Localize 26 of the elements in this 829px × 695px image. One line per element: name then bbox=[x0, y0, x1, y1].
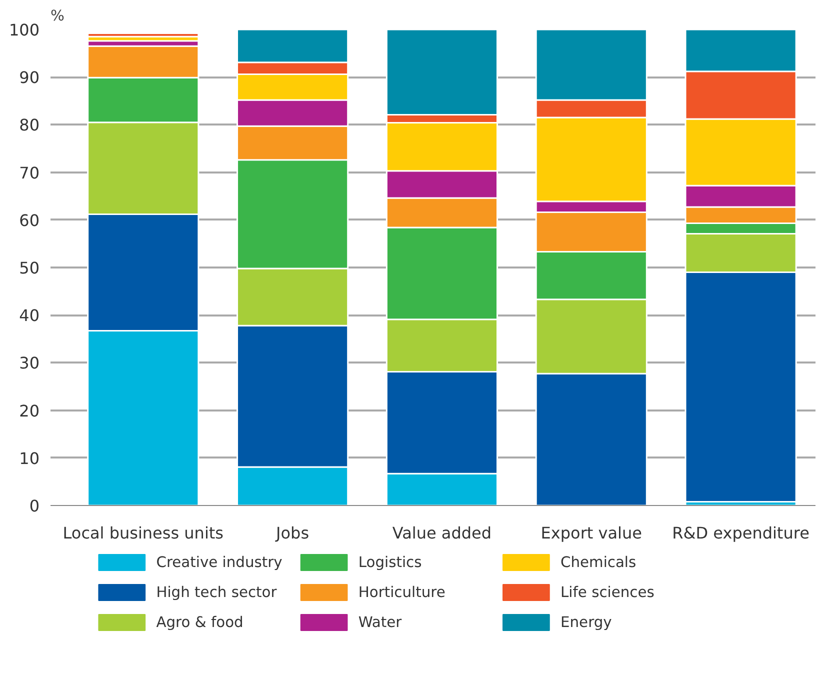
x-tick-label: R&D expenditure bbox=[672, 524, 810, 542]
legend-label: Horticulture bbox=[358, 584, 446, 601]
y-tick-label: 20 bbox=[19, 401, 40, 420]
y-tick-label: 30 bbox=[19, 354, 40, 373]
legend-label: Water bbox=[358, 614, 403, 631]
y-tick-label: 70 bbox=[19, 163, 40, 182]
legend-label: Agro & food bbox=[156, 614, 244, 631]
y-axis-title: % bbox=[50, 8, 64, 24]
legend-label: High tech sector bbox=[156, 584, 278, 601]
y-tick-label: 40 bbox=[19, 306, 40, 326]
x-tick-label: Local business units bbox=[62, 524, 224, 542]
y-tick-label: 90 bbox=[19, 68, 40, 88]
y-tick-label: 0 bbox=[29, 496, 40, 516]
legend-label: Chemicals bbox=[560, 554, 636, 571]
legend-label: Logistics bbox=[358, 554, 422, 571]
y-tick-label: 80 bbox=[19, 116, 40, 135]
y-tick-label: 10 bbox=[19, 448, 40, 468]
x-tick-label: Value added bbox=[392, 524, 492, 542]
legend-label: Energy bbox=[560, 614, 612, 631]
x-tick-label: Jobs bbox=[275, 524, 310, 542]
y-tick-label: 100 bbox=[8, 20, 40, 40]
legend-label: Life sciences bbox=[560, 584, 654, 601]
y-tick-label: 60 bbox=[19, 210, 40, 230]
x-tick-label: Export value bbox=[540, 524, 642, 542]
legend-label: Creative industry bbox=[156, 554, 283, 571]
y-tick-label: 50 bbox=[19, 258, 40, 278]
